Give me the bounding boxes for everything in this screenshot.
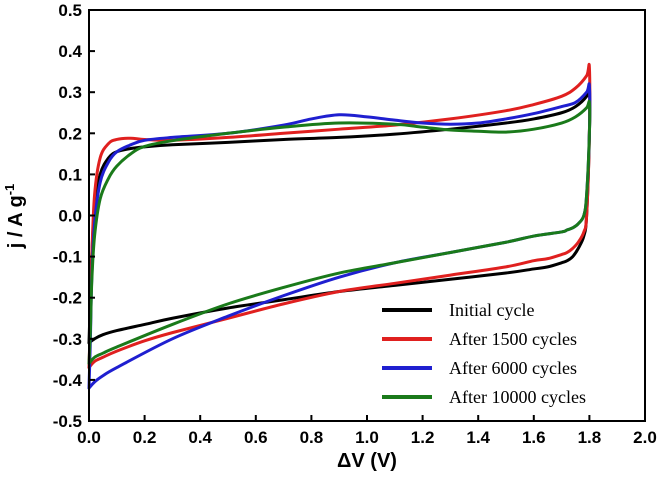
series-line-3 [87,82,592,390]
y-tick-label: -0.2 [53,289,82,308]
x-tick-label: 1.2 [411,428,435,447]
y-axis-title-group: j / A g-1 [2,184,27,250]
y-tick-label: 0.3 [58,83,82,102]
x-tick-label: 1.8 [578,428,602,447]
series-line-2 [87,62,592,370]
legend: Initial cycle After 1500 cycles After 6000… [382,300,586,407]
x-tick-label: 1.6 [522,428,546,447]
y-tick-label: 0.5 [58,1,82,20]
legend-label-1: Initial cycle [449,300,534,320]
series-layer [87,62,592,390]
y-tick-label: -0.3 [53,330,82,349]
y-tick-label: 0.0 [58,207,82,226]
y-tick-label: -0.4 [53,371,83,390]
y-tick-label: 0.2 [58,124,82,143]
y-tick-label: 0.1 [58,165,82,184]
y-axis-title-text: j / A g [5,195,27,249]
x-tick-label: 2.0 [633,428,657,447]
x-tick-label: 1.0 [355,428,379,447]
ticks-layer [88,9,646,422]
y-axis-title: j / A g-1 [2,184,27,250]
legend-label-2: After 1500 cycles [449,329,577,349]
tick-labels-layer: 0.0 0.2 0.4 0.6 0.8 1.0 1.2 1.4 1.6 1.8 2.0 -0.5 -0.… [53,1,657,447]
legend-label-3: After 6000 cycles [449,358,577,378]
series-line-4 [87,99,592,365]
x-tick-label: 1.4 [466,428,490,447]
legend-label-4: After 10000 cycles [449,387,586,407]
y-axis-title-exponent: -1 [2,184,17,196]
x-tick-label: 0.6 [244,428,268,447]
y-tick-label: -0.1 [53,248,82,267]
x-axis-title: ΔV (V) [337,450,397,472]
x-tick-label: 0.8 [300,428,324,447]
y-tick-label: 0.4 [58,42,82,61]
x-tick-label: 0.0 [77,428,101,447]
x-tick-label: 0.2 [133,428,157,447]
x-tick-label: 0.4 [188,428,212,447]
y-tick-label: -0.5 [53,412,82,431]
